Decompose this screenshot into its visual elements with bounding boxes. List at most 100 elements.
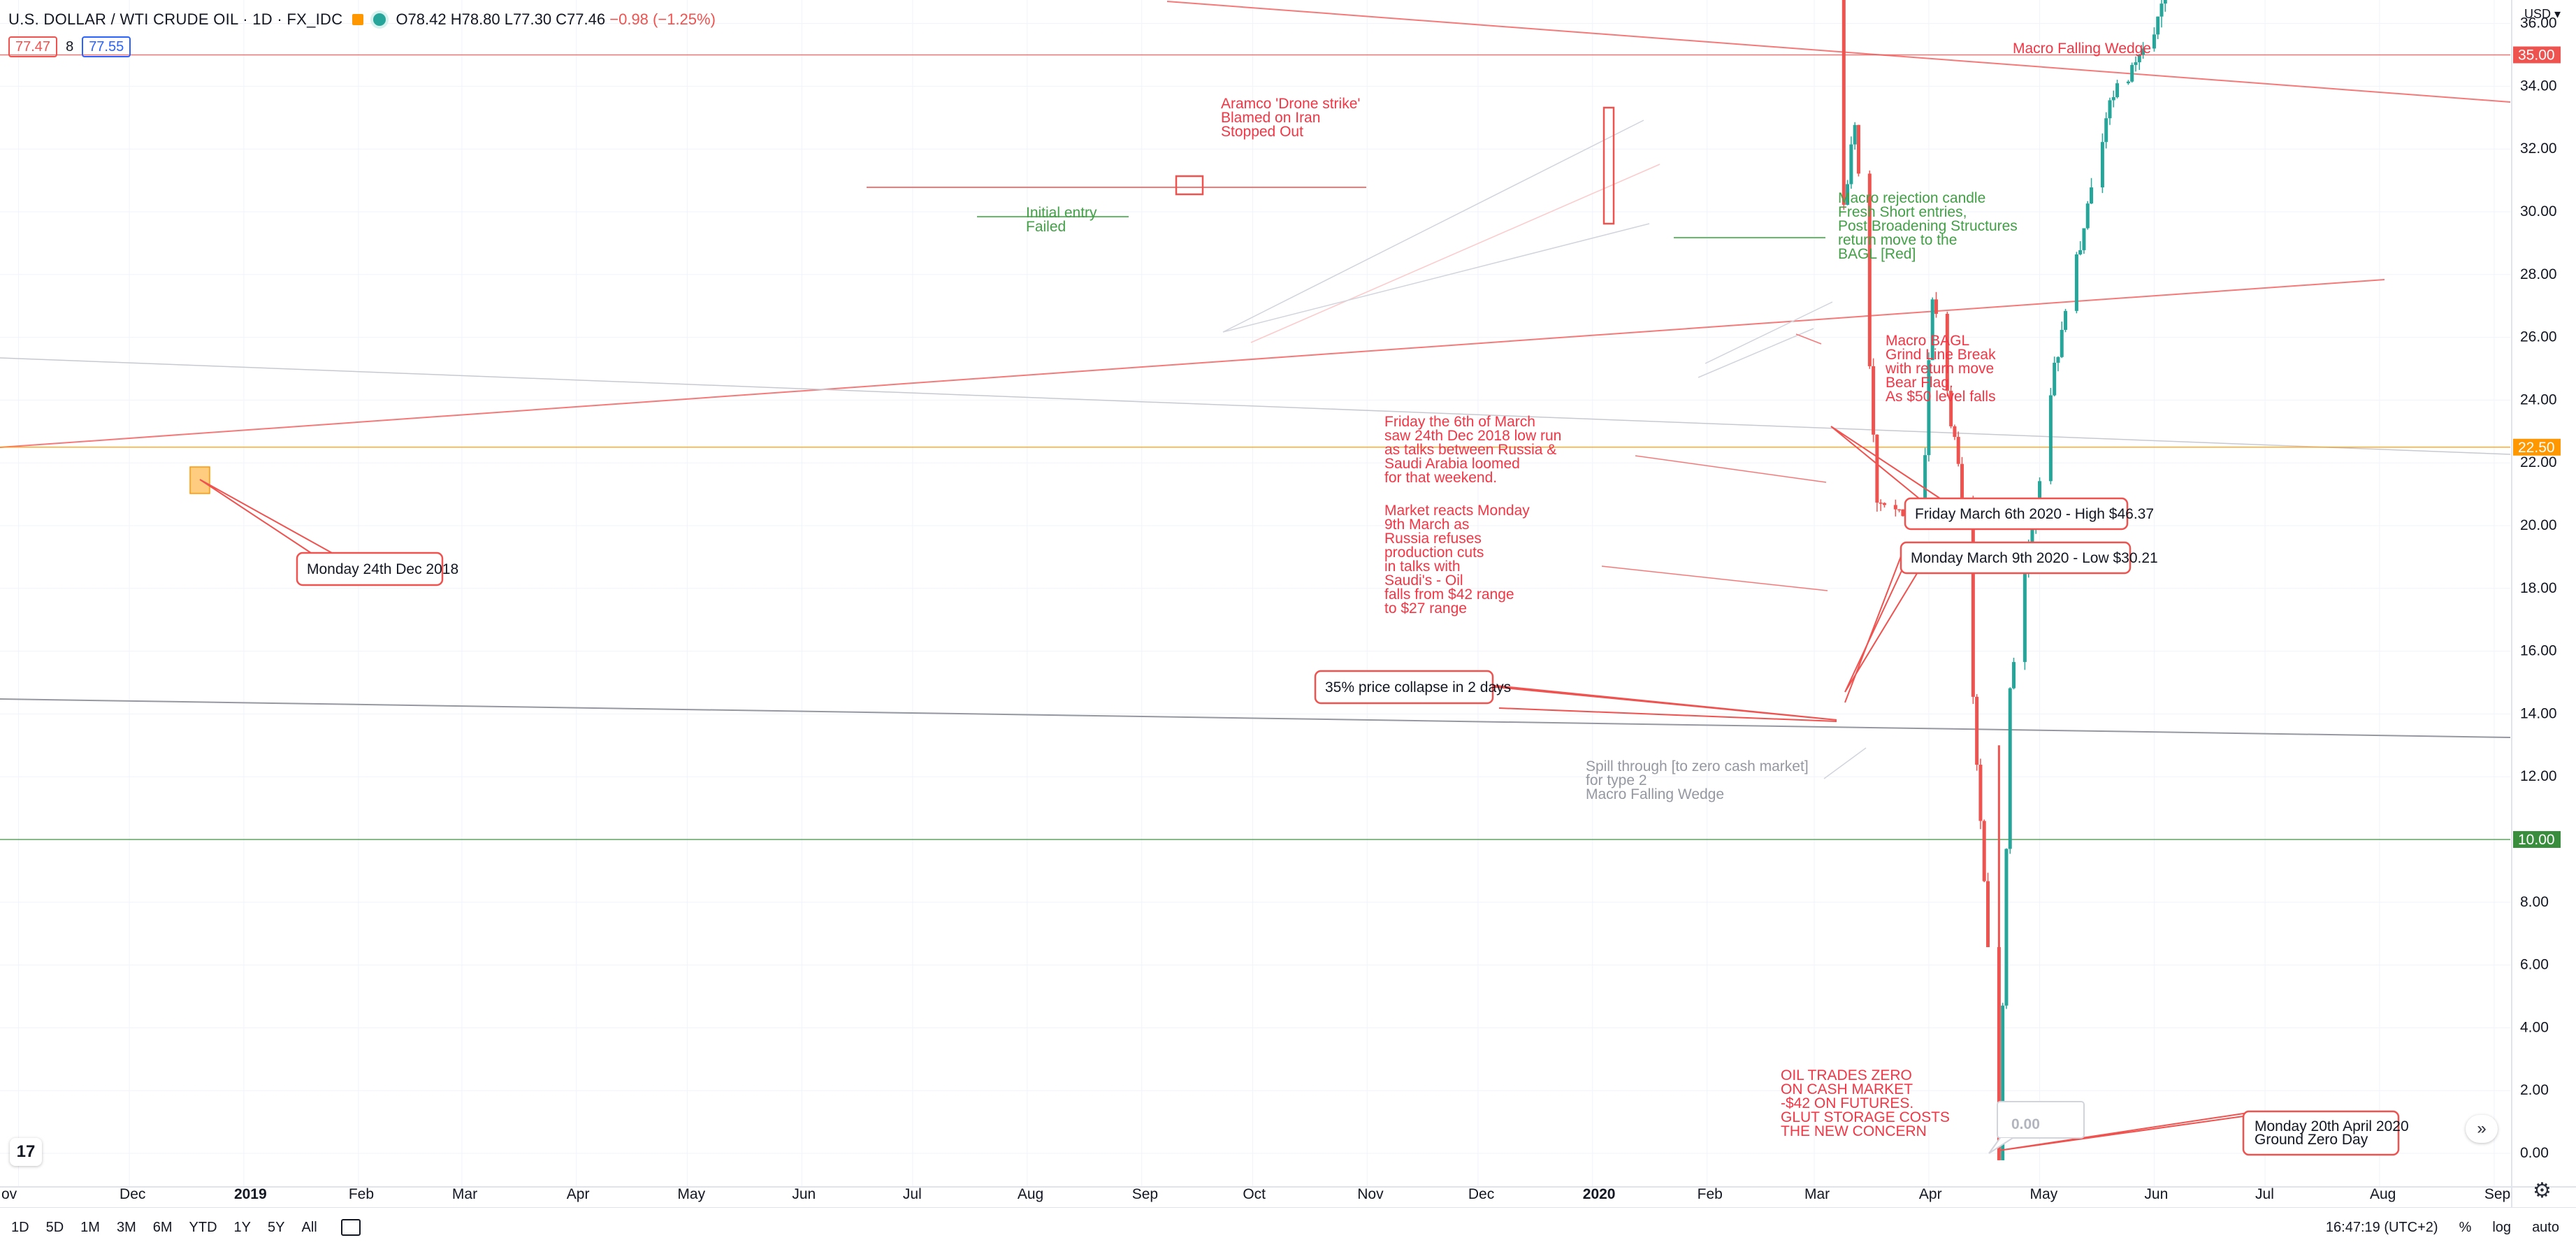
log-toggle[interactable]: log xyxy=(2492,1219,2512,1235)
timeframe-1y[interactable]: 1Y xyxy=(233,1219,252,1235)
x-tick-label: Oct xyxy=(1243,1186,1266,1202)
callout-collapse-box xyxy=(1314,670,1494,705)
bear-flag-upper xyxy=(1705,301,1833,364)
chevron-down-icon: ▾ xyxy=(2554,7,2561,21)
zero-badge: 0.00 xyxy=(2011,1116,2040,1132)
monday-9th-label: 9th March as xyxy=(1384,517,1469,533)
x-tick-label: Jun xyxy=(2144,1186,2168,1202)
timeframe-3m[interactable]: 3M xyxy=(116,1219,136,1235)
oil-zero-label: -$42 ON FUTURES. xyxy=(1781,1095,1913,1111)
price-badge-22.50: 22.50 xyxy=(2518,440,2555,456)
candle-body xyxy=(1893,505,1897,510)
monday-pointer xyxy=(1601,565,1828,591)
spill-label: Spill through [to zero cash market] xyxy=(1586,758,1809,774)
candle-body xyxy=(1934,299,1938,314)
bagl-label: Grind Line Break xyxy=(1886,347,1996,363)
calendar-icon[interactable] xyxy=(340,1219,361,1236)
spill-label: Macro Falling Wedge xyxy=(1586,786,1724,802)
rejection-candle-box xyxy=(1602,106,1615,225)
bagl-line xyxy=(0,279,2385,448)
x-tick-label: Nov xyxy=(1357,1186,1384,1202)
clock[interactable]: 16:47:19 (UTC+2) xyxy=(2325,1219,2438,1235)
callout-collapse: 35% price collapse in 2 days xyxy=(1325,679,1511,695)
y-tick-label: 2.00 xyxy=(2520,1082,2549,1098)
timeframe-1m[interactable]: 1M xyxy=(80,1219,100,1235)
y-tick-label: 14.00 xyxy=(2520,705,2557,721)
y-tick-label: 16.00 xyxy=(2520,643,2557,659)
candles-group xyxy=(1841,0,2167,1160)
percent-toggle[interactable]: % xyxy=(2459,1219,2472,1235)
bid-ask: 77.47 8 77.55 xyxy=(8,36,131,57)
rising-channel-lower xyxy=(1250,164,1660,343)
candle-body xyxy=(2060,329,2064,357)
callout-collapse-tail xyxy=(1329,670,1837,721)
timeframe-1d[interactable]: 1D xyxy=(11,1219,29,1235)
zero-badge-box xyxy=(1997,1101,2085,1139)
macro-wedge-label: Macro Falling Wedge xyxy=(2013,41,2151,57)
currency-label[interactable]: USD ▾ xyxy=(2524,7,2561,22)
candle-body xyxy=(1849,144,1853,185)
y-tick-label: 12.00 xyxy=(2520,768,2557,784)
candle-body xyxy=(1853,124,1857,145)
bagl-label: Bear Flag. xyxy=(1886,375,1953,391)
bid-price[interactable]: 77.47 xyxy=(8,36,58,57)
y-tick-label: 22.00 xyxy=(2520,454,2557,470)
x-tick-label: Jul xyxy=(2255,1186,2274,1202)
candle-body xyxy=(1927,360,1931,456)
monday-9th-label: falls from $42 range xyxy=(1384,586,1514,603)
candle-body xyxy=(2056,356,2060,363)
support-trend-line xyxy=(0,698,2511,738)
gear-icon[interactable]: ⚙ xyxy=(2533,1179,2552,1202)
x-tick-label: Apr xyxy=(1919,1186,1942,1202)
candle-body xyxy=(1975,696,1979,765)
candle-body xyxy=(2111,96,2115,101)
candle-body xyxy=(1953,426,1957,438)
symbol-title[interactable]: U.S. DOLLAR / WTI CRUDE OIL · 1D · FX_ID… xyxy=(8,10,343,28)
candle-body xyxy=(2085,203,2090,229)
flag-icon[interactable] xyxy=(352,14,364,25)
ground-zero-line1: Monday 20th April 2020 xyxy=(2255,1118,2409,1134)
candle-body xyxy=(1879,503,1883,504)
x-tick-label: Jul xyxy=(903,1186,922,1202)
timeframe-ytd[interactable]: YTD xyxy=(189,1219,217,1235)
candle-body xyxy=(2023,572,2027,663)
x-tick-label: May xyxy=(2030,1186,2058,1202)
y-tick-label: 34.00 xyxy=(2520,78,2557,94)
candle-body xyxy=(2130,64,2134,82)
candle-body xyxy=(1923,455,1927,519)
x-tick-label: Mar xyxy=(452,1186,477,1202)
timeframe-5y[interactable]: 5Y xyxy=(268,1219,285,1235)
auto-toggle[interactable]: auto xyxy=(2532,1219,2559,1235)
candle-body xyxy=(2012,662,2016,689)
candle-body xyxy=(2137,55,2141,63)
price-chart[interactable]: 70.0068.0066.0064.0062.0060.0058.0056.00… xyxy=(0,0,2576,1207)
y-tick-label: 8.00 xyxy=(2520,894,2549,910)
change-text: −0.98 (−1.25%) xyxy=(609,10,716,28)
y-tick-label: 4.00 xyxy=(2520,1019,2549,1035)
tradingview-logo-icon[interactable]: 17 xyxy=(10,1138,42,1166)
x-tick-label: Sep xyxy=(2484,1186,2510,1202)
x-tick-label: May xyxy=(677,1186,705,1202)
candle-body xyxy=(1949,391,1953,426)
x-tick-label: Dec xyxy=(120,1186,145,1202)
timeframe-6m[interactable]: 6M xyxy=(152,1219,173,1235)
aramco-label: Blamed on Iran xyxy=(1221,110,1320,126)
scroll-to-realtime-icon[interactable]: » xyxy=(2466,1115,2498,1143)
bagl-label: with return move xyxy=(1885,361,1994,377)
market-status-icon[interactable] xyxy=(373,13,386,26)
price-badge-10.00-bg xyxy=(2513,831,2561,848)
candle-body xyxy=(2074,254,2078,311)
monday-9th-label: in talks with xyxy=(1384,558,1461,575)
ask-price[interactable]: 77.55 xyxy=(82,36,131,57)
timeframe-5d[interactable]: 5D xyxy=(45,1219,64,1235)
chart-header: U.S. DOLLAR / WTI CRUDE OIL · 1D · FX_ID… xyxy=(8,7,716,32)
candle-body xyxy=(1841,0,1846,206)
bottom-toolbar: 1D 5D 1M 3M 6M YTD 1Y 5Y All 16:47:19 (UTC+2) % … xyxy=(0,1207,2576,1247)
timeframe-all[interactable]: All xyxy=(301,1219,317,1235)
rising-channel-mid xyxy=(1222,223,1650,333)
monday-9th-label: to $27 range xyxy=(1384,600,1467,617)
macro-rejection-label: BAGL [Red] xyxy=(1838,246,1916,262)
oil-zero-label: GLUT STORAGE COSTS xyxy=(1781,1109,1950,1125)
x-tick-label: 2019 xyxy=(234,1186,267,1202)
x-tick-label: Apr xyxy=(567,1186,590,1202)
